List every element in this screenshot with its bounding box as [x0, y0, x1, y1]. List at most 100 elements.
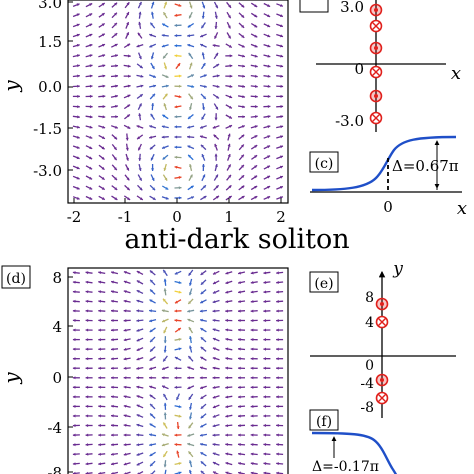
- field-arrow-head: [263, 347, 266, 351]
- field-arrow-head: [89, 33, 93, 37]
- field-arrow-head: [241, 4, 245, 8]
- field-arrow-head: [188, 52, 192, 56]
- field-arrow-head: [163, 454, 167, 457]
- field-arrow-head: [72, 414, 76, 418]
- field-arrow-head: [177, 63, 181, 67]
- field-arrow-head: [115, 115, 118, 119]
- field-arrow-head: [212, 300, 216, 304]
- field-arrow-head: [225, 461, 229, 465]
- field-arrow-head: [238, 338, 241, 342]
- field-arrow-head: [72, 395, 76, 399]
- field-arrow-head: [200, 433, 203, 437]
- field-arrow-head: [276, 404, 279, 408]
- field-arrow-head: [136, 366, 140, 370]
- field-arrow-head: [225, 357, 229, 361]
- field-arrow-head: [136, 271, 140, 274]
- field-arrow-head: [162, 319, 166, 323]
- field-arrow-head: [189, 416, 192, 420]
- field-arrow-head: [89, 166, 93, 170]
- field-arrow-head: [212, 337, 216, 341]
- field-arrow-head: [126, 114, 130, 118]
- field-arrow-head: [250, 385, 254, 389]
- field-arrow-head: [238, 319, 241, 322]
- field-arrow-head: [98, 452, 101, 456]
- field-arrow-head: [227, 133, 231, 137]
- field-arrow-head: [189, 469, 192, 473]
- field-arrow-head: [126, 167, 129, 171]
- field-arrow-head: [215, 106, 218, 110]
- field-arrow-head: [189, 107, 192, 110]
- field-arrow-head: [149, 299, 153, 303]
- field-arrow-head: [174, 433, 178, 437]
- field-arrow-head: [212, 405, 216, 409]
- field-arrow-head: [85, 395, 89, 399]
- field-arrow-head: [178, 290, 182, 294]
- top-y-tick-label: 0.0: [38, 78, 62, 96]
- field-arrow-head: [113, 167, 117, 171]
- field-arrow-head: [267, 84, 271, 88]
- field-arrow-head: [163, 393, 167, 397]
- field-arrow-head: [174, 309, 178, 313]
- field-arrow-head: [114, 187, 118, 190]
- field-arrow-head: [238, 328, 241, 332]
- vortex-dot: [374, 46, 378, 50]
- field-arrow-head: [136, 44, 140, 48]
- field-arrow-head: [111, 385, 114, 389]
- field-arrow-head: [276, 443, 279, 447]
- field-arrow-head: [228, 115, 232, 119]
- field-arrow-head: [77, 74, 80, 78]
- top-profile-label-frame: [309, 151, 339, 173]
- field-arrow-head: [176, 426, 180, 429]
- field-arrow-head: [190, 74, 194, 78]
- field-arrow-head: [150, 403, 153, 407]
- field-arrow-head: [161, 376, 165, 380]
- field-arrow-head: [163, 288, 167, 292]
- field-arrow-head: [238, 376, 241, 380]
- field-arrow-head: [101, 136, 105, 139]
- field-arrow-head: [123, 443, 127, 447]
- field-arrow-head: [128, 74, 131, 78]
- field-arrow-head: [150, 11, 154, 15]
- field-arrow-head: [174, 376, 178, 380]
- top-profile-annotation: Δ=0.67π: [392, 157, 459, 175]
- field-arrow-head: [267, 54, 271, 58]
- field-arrow-head: [263, 433, 267, 437]
- field-arrow-head: [111, 338, 114, 342]
- field-arrow-head: [127, 54, 131, 58]
- top-profile-x-label: x: [457, 198, 467, 219]
- field-arrow-head: [178, 462, 182, 465]
- field-arrow-head: [136, 338, 140, 342]
- field-arrow-head: [161, 309, 165, 313]
- top-y-tick-label: 3.0: [38, 0, 62, 12]
- field-arrow-head: [241, 144, 244, 148]
- field-arrow-head: [189, 164, 192, 167]
- field-arrow-head: [242, 54, 245, 58]
- top-profile-curve: [311, 135, 457, 192]
- field-arrow-head: [125, 147, 129, 151]
- field-arrow-head: [126, 187, 130, 191]
- field-arrow-head: [254, 54, 258, 58]
- field-arrow-head: [279, 186, 283, 189]
- field-arrow-head: [85, 280, 89, 284]
- field-arrow-head: [201, 52, 205, 56]
- field-arrow-head: [136, 423, 140, 427]
- antivortex-cross: [372, 114, 380, 122]
- field-arrow-head: [200, 386, 203, 390]
- field-arrow-head: [111, 328, 114, 332]
- field-arrow-head: [138, 1, 142, 5]
- field-arrow-head: [111, 357, 114, 361]
- field-arrow-head: [150, 463, 153, 467]
- field-arrow-head: [72, 376, 76, 380]
- bottom-schematic-panel-label: (e): [314, 276, 333, 292]
- field-arrow-head: [263, 414, 266, 418]
- field-arrow-head: [276, 328, 279, 332]
- field-arrow-head: [161, 125, 165, 129]
- field-arrow-head: [276, 462, 279, 466]
- field-arrow-head: [164, 93, 168, 97]
- field-arrow-head: [152, 75, 156, 78]
- field-arrow-head: [255, 115, 258, 119]
- field-arrow-head: [152, 187, 156, 191]
- field-arrow-head: [254, 196, 258, 199]
- top-field-frame: [67, 0, 289, 204]
- field-arrow-head: [254, 175, 258, 179]
